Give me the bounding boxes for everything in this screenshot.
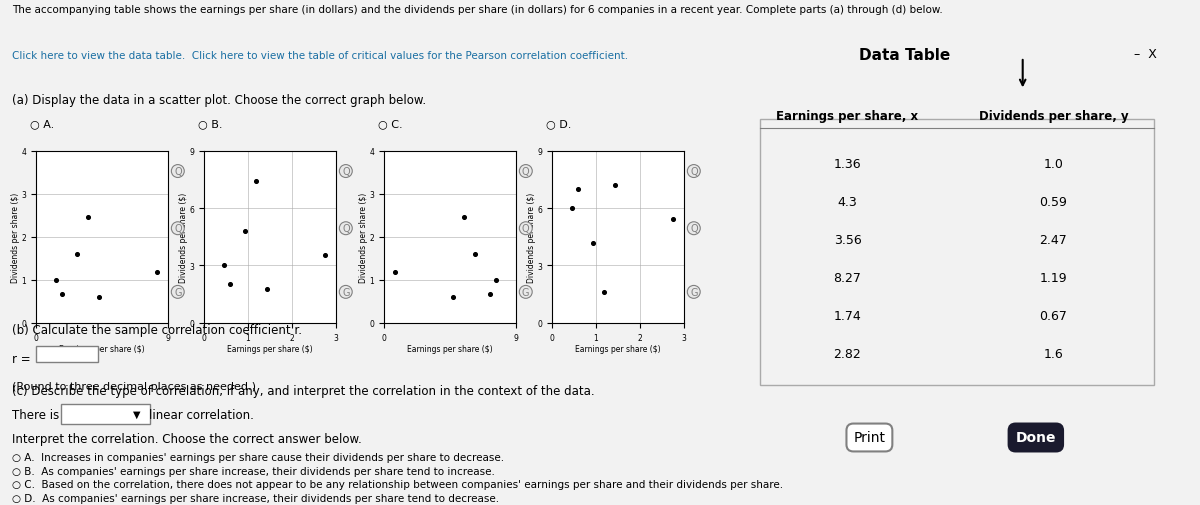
Point [454, 213, 473, 221]
Text: Q: Q [174, 167, 181, 177]
Point [466, 250, 485, 259]
Point [595, 289, 614, 297]
Point [563, 205, 582, 213]
Text: r =: r = [12, 352, 31, 366]
Text: Data Table: Data Table [859, 48, 950, 63]
Y-axis label: Dividends per share ($): Dividends per share ($) [11, 192, 20, 282]
Text: ○ A.  Increases in companies' earnings per share cause their dividends per share: ○ A. Increases in companies' earnings pe… [12, 451, 504, 462]
Text: ○ B.  As companies' earnings per share increase, their dividends per share tend : ○ B. As companies' earnings per share in… [12, 466, 494, 476]
Point [316, 251, 335, 259]
Point [235, 228, 254, 236]
Text: Q: Q [174, 224, 181, 234]
Text: linear correlation.: linear correlation. [149, 408, 253, 421]
Text: Q: Q [522, 224, 529, 234]
Point [664, 216, 683, 224]
Text: ○ C.  Based on the correlation, there does not appear to be any relationship bet: ○ C. Based on the correlation, there doe… [12, 480, 784, 489]
Point [220, 281, 239, 289]
Point [247, 178, 266, 186]
Y-axis label: Dividends per share ($): Dividends per share ($) [179, 192, 188, 282]
Text: Interpret the correlation. Choose the correct answer below.: Interpret the correlation. Choose the co… [12, 432, 361, 445]
Text: 2.47: 2.47 [1039, 233, 1067, 246]
Text: (c) Describe the type of correlation, if any, and interpret the correlation in t: (c) Describe the type of correlation, if… [12, 384, 595, 397]
Point [606, 181, 625, 189]
Text: Q: Q [522, 167, 529, 177]
Point [52, 290, 71, 298]
X-axis label: Earnings per share ($): Earnings per share ($) [575, 344, 661, 354]
Point [90, 294, 109, 302]
Point [568, 186, 587, 194]
Text: There is: There is [12, 408, 59, 421]
Text: (Round to three decimal places as needed.): (Round to three decimal places as needed… [12, 381, 256, 391]
Point [583, 239, 602, 247]
Text: (a) Display the data in a scatter plot. Choose the correct graph below.: (a) Display the data in a scatter plot. … [12, 94, 426, 107]
Text: Done: Done [1015, 431, 1056, 444]
Text: Q: Q [342, 167, 349, 177]
Text: G: G [522, 287, 529, 297]
Point [481, 290, 500, 298]
Text: ▼: ▼ [133, 409, 140, 419]
Text: 2.82: 2.82 [834, 347, 862, 361]
Text: Dividends per share, y: Dividends per share, y [978, 110, 1128, 123]
Text: 4.3: 4.3 [838, 195, 857, 209]
Text: ○ C.: ○ C. [378, 119, 403, 129]
Point [148, 268, 167, 276]
Text: ○ A.: ○ A. [30, 119, 54, 129]
Text: 1.0: 1.0 [1044, 158, 1063, 171]
Text: Earnings per share, x: Earnings per share, x [776, 110, 918, 123]
Text: 3.56: 3.56 [834, 233, 862, 246]
Text: 1.74: 1.74 [834, 310, 862, 322]
Point [385, 268, 404, 276]
X-axis label: Earnings per share ($): Earnings per share ($) [227, 344, 313, 354]
Text: 8.27: 8.27 [834, 272, 862, 284]
Point [47, 276, 66, 284]
Text: (b) Calculate the sample correlation coefficient r.: (b) Calculate the sample correlation coe… [12, 323, 302, 336]
Text: ○ D.  As companies' earnings per share increase, their dividends per share tend : ○ D. As companies' earnings per share in… [12, 493, 499, 503]
X-axis label: Earnings per share ($): Earnings per share ($) [407, 344, 493, 354]
Point [67, 250, 86, 259]
Text: 0.59: 0.59 [1039, 195, 1067, 209]
Y-axis label: Dividends per share ($): Dividends per share ($) [527, 192, 536, 282]
FancyBboxPatch shape [36, 346, 97, 362]
Text: 1.6: 1.6 [1044, 347, 1063, 361]
Point [443, 294, 462, 302]
Text: 1.19: 1.19 [1039, 272, 1067, 284]
Text: ○ B.: ○ B. [198, 119, 222, 129]
Text: ○ D.: ○ D. [546, 119, 571, 129]
Point [79, 213, 98, 221]
Y-axis label: Dividends per share ($): Dividends per share ($) [359, 192, 368, 282]
Point [486, 276, 505, 284]
Text: G: G [342, 287, 349, 297]
Bar [760, 120, 1154, 385]
Text: Click here to view the data table.  Click here to view the table of critical val: Click here to view the data table. Click… [12, 50, 628, 61]
FancyBboxPatch shape [61, 405, 150, 424]
Text: G: G [690, 287, 697, 297]
Text: Print: Print [853, 431, 886, 444]
Text: 1.36: 1.36 [834, 158, 862, 171]
Text: G: G [174, 287, 181, 297]
Point [258, 285, 277, 293]
Text: Q: Q [690, 167, 697, 177]
Text: Q: Q [342, 224, 349, 234]
Text: –  X: – X [1134, 48, 1157, 61]
Text: The accompanying table shows the earnings per share (in dollars) and the dividen: The accompanying table shows the earning… [12, 5, 943, 15]
X-axis label: Earnings per share ($): Earnings per share ($) [59, 344, 145, 354]
Text: 0.67: 0.67 [1039, 310, 1067, 322]
Point [215, 262, 234, 270]
Text: Q: Q [690, 224, 697, 234]
